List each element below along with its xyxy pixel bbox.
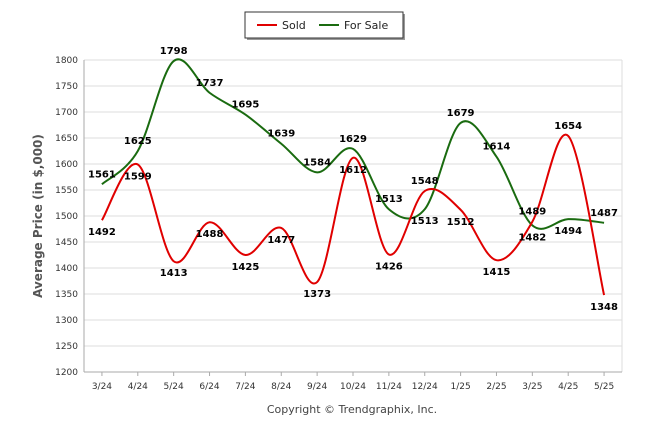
data-label-for-sale: 1737 (196, 78, 224, 89)
y-tick-label: 1200 (55, 368, 78, 378)
x-tick-label: 3/24 (92, 382, 112, 392)
x-tick-label: 12/24 (412, 382, 438, 392)
y-tick-label: 1750 (55, 82, 78, 92)
data-label-for-sale: 1482 (518, 232, 546, 243)
data-label-sold: 1612 (339, 165, 367, 176)
y-tick-label: 1300 (55, 316, 78, 326)
data-label-for-sale: 1614 (483, 142, 511, 153)
y-tick-label: 1350 (55, 290, 78, 300)
data-label-for-sale: 1584 (303, 157, 331, 168)
series-line-for-sale (101, 58, 605, 230)
data-label-sold: 1373 (303, 289, 331, 300)
y-tick-label: 1800 (55, 56, 78, 66)
data-label-sold: 1654 (554, 121, 582, 132)
x-tick-label: 6/24 (199, 382, 219, 392)
data-label-sold: 1548 (411, 176, 439, 187)
data-label-sold: 1599 (124, 172, 152, 183)
data-label-for-sale: 1639 (267, 129, 295, 140)
y-tick-label: 1500 (55, 212, 78, 222)
data-label-for-sale: 1679 (447, 108, 475, 119)
legend: Sold For Sale (244, 11, 405, 40)
y-tick-label: 1400 (55, 264, 78, 274)
data-label-for-sale: 1561 (88, 169, 116, 180)
data-label-sold: 1413 (160, 268, 188, 279)
data-label-sold: 1425 (231, 262, 259, 273)
y-axis-label: Average Price (in $,000) (31, 134, 45, 298)
x-tick-label: 3/25 (522, 382, 542, 392)
x-tick-label: 5/25 (594, 382, 614, 392)
data-label-for-sale: 1494 (554, 226, 582, 237)
y-tick-label: 1600 (55, 160, 78, 170)
data-labels: 1492 1599 1413 1488 1425 1477 1373 1612 1426 1548… (88, 46, 618, 313)
data-label-for-sale: 1487 (590, 208, 618, 219)
y-tick-label: 1450 (55, 238, 78, 248)
copyright-footer: Copyright © Trendgraphix, Inc. (267, 403, 437, 416)
legend-label-for-sale: For Sale (344, 19, 388, 32)
axes: 1200 1250 1300 1350 1400 1450 1500 1550 1600 1650… (55, 56, 622, 392)
gridlines (84, 59, 623, 373)
y-tick-label: 1250 (55, 342, 78, 352)
data-label-for-sale: 1629 (339, 134, 367, 145)
data-label-sold: 1348 (590, 302, 618, 313)
data-label-sold: 1492 (88, 227, 116, 238)
y-tick-label: 1650 (55, 134, 78, 144)
data-label-sold: 1488 (196, 229, 224, 240)
data-label-for-sale: 1798 (160, 46, 188, 57)
x-tick-label: 9/24 (307, 382, 327, 392)
data-label-sold: 1415 (483, 267, 511, 278)
x-tick-label: 10/24 (340, 382, 366, 392)
y-tick-label: 1700 (55, 108, 78, 118)
x-tick-label: 4/25 (558, 382, 578, 392)
legend-label-sold: Sold (282, 19, 306, 32)
x-tick-label: 5/24 (164, 382, 184, 392)
data-label-for-sale: 1513 (375, 194, 403, 205)
series-line-sold (101, 133, 606, 296)
data-label-sold: 1426 (375, 261, 403, 272)
y-tick-label: 1550 (55, 186, 78, 196)
x-tick-label: 7/24 (235, 382, 255, 392)
x-tick-label: 11/24 (376, 382, 402, 392)
x-tick-label: 4/24 (128, 382, 148, 392)
x-tick-label: 8/24 (271, 382, 291, 392)
data-label-for-sale: 1625 (124, 136, 152, 147)
data-label-for-sale: 1513 (411, 216, 439, 227)
data-label-sold: 1477 (267, 235, 295, 246)
data-label-sold: 1489 (518, 207, 546, 218)
series-lines (101, 58, 606, 296)
x-tick-label: 2/25 (486, 382, 506, 392)
x-tick-label: 1/25 (450, 382, 470, 392)
data-label-sold: 1512 (447, 217, 475, 228)
data-label-for-sale: 1695 (231, 100, 259, 111)
